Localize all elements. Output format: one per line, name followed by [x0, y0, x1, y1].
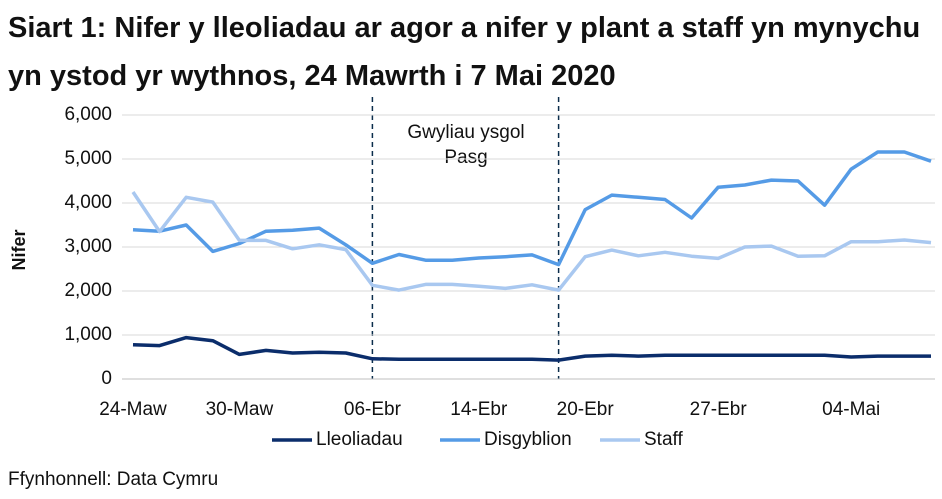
annotation: Pasg	[444, 147, 487, 168]
y-axis-label: Nifer	[9, 229, 29, 270]
legend-label: Lleoliadau	[316, 429, 403, 450]
series-line	[132, 150, 932, 267]
x-tick-label: 14-Ebr	[450, 399, 508, 420]
annotation: Gwyliau ysgol	[407, 122, 524, 143]
y-tick-label: 0	[101, 368, 112, 389]
source: Ffynhonnell: Data Cymru	[8, 469, 218, 490]
legend-label: Staff	[644, 429, 683, 450]
x-tick-label: 27-Ebr	[690, 399, 748, 420]
x-tick-label: 24-Maw	[99, 399, 167, 420]
y-tick-label: 1,000	[64, 324, 112, 345]
x-tick-label: 20-Ebr	[557, 399, 615, 420]
y-tick-label: 6,000	[64, 104, 112, 125]
y-tick-label: 5,000	[64, 148, 112, 169]
series-line	[131, 191, 932, 292]
x-tick-label: 04-Mai	[822, 399, 880, 420]
series-line	[132, 335, 931, 362]
y-tick-label: 4,000	[64, 192, 112, 213]
x-tick-label: 30-Maw	[206, 399, 274, 420]
y-tick-label: 3,000	[64, 236, 112, 257]
y-tick-label: 2,000	[64, 280, 112, 301]
legend-label: Disgyblion	[484, 429, 572, 450]
x-tick-label: 06-Ebr	[344, 399, 402, 420]
chart-title: Siart 1: Nifer y lleoliadau ar agor a ni…	[8, 12, 921, 92]
